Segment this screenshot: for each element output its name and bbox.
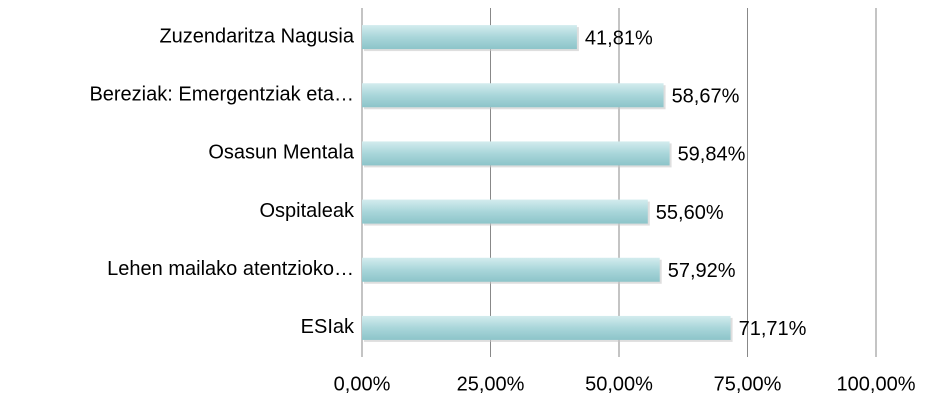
x-tick-label: 25,00% [457, 373, 525, 395]
bar [362, 25, 577, 50]
bar [362, 199, 648, 224]
data-label: 71,71% [739, 318, 807, 340]
x-tick-label: 50,00% [585, 373, 653, 395]
y-tick-label: Ospitaleak [260, 200, 355, 222]
y-tick-label: Bereziak: Emergentziak eta… [89, 84, 354, 106]
y-tick-label: ESIak [301, 316, 355, 338]
bar [362, 257, 660, 282]
bar [362, 315, 731, 340]
data-label: 58,67% [672, 86, 740, 108]
x-tick-label: 75,00% [714, 373, 782, 395]
data-label: 57,92% [668, 260, 736, 282]
y-tick-label: Osasun Mentala [208, 142, 355, 164]
data-label: 55,60% [656, 202, 724, 224]
y-tick-label: Zuzendaritza Nagusia [159, 25, 354, 47]
x-tick-label: 100,00% [837, 373, 916, 395]
bar [362, 141, 670, 166]
y-tick-label: Lehen mailako atentzioko… [107, 258, 354, 280]
x-tick-label: 0,00% [334, 373, 391, 395]
bar [362, 83, 664, 108]
data-label: 41,81% [585, 27, 653, 49]
data-label: 59,84% [678, 144, 746, 166]
